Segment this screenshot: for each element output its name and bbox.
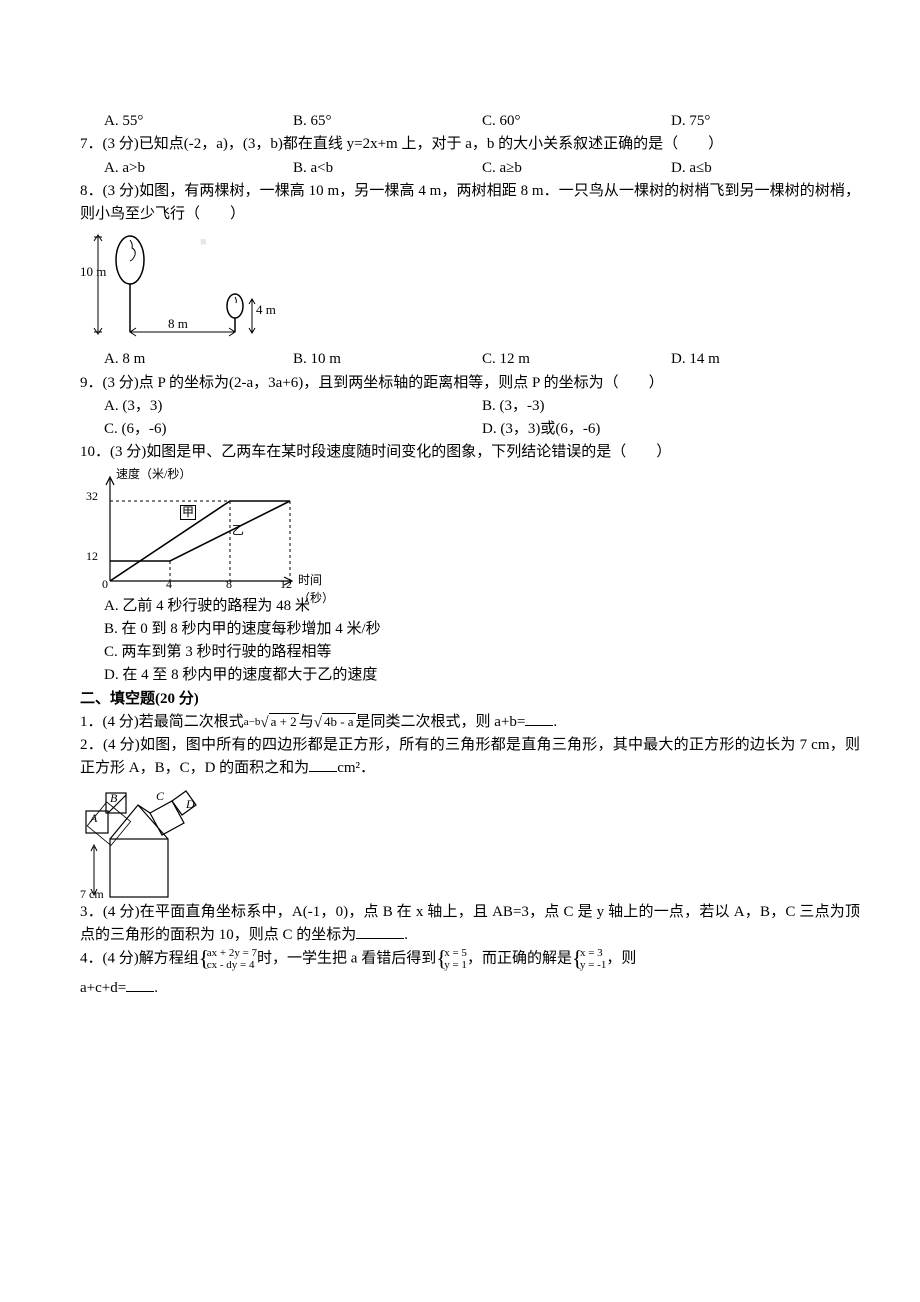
f1-tail: . xyxy=(553,714,557,730)
section2-title: 二、填空题(20 分) xyxy=(80,688,860,711)
f4-sys1a: ax + 2y = 7 xyxy=(207,947,257,959)
f1-idx: a−b xyxy=(244,716,261,728)
q7-opt-a: A. a>b xyxy=(104,157,293,180)
q9-options: A. (3，3) B. (3，-3) C. (6，-6) D. (3，3)或(6… xyxy=(80,395,860,442)
q10-x8: 8 xyxy=(226,575,232,594)
q8-options: A. 8 m B. 10 m C. 12 m D. 14 m xyxy=(80,348,860,371)
f4-sys1b: cx - dy = 4 xyxy=(207,959,257,971)
q7-opt-c: C. a≥b xyxy=(482,157,671,180)
q9-opt-a: A. (3，3) xyxy=(104,395,482,418)
f4-line2: a+c+d= xyxy=(80,980,126,996)
f1-pre: 1．(4 分)若最简二次根式 xyxy=(80,714,244,730)
f4-mid1: 时，一学生把 a 看错后得到 xyxy=(257,951,436,967)
f1-line: 1．(4 分)若最简二次根式a−b√a + 2与√4b - a是同类二次根式，则… xyxy=(80,711,860,734)
q7-opt-b: B. a<b xyxy=(293,157,482,180)
q8-opt-a: A. 8 m xyxy=(104,348,293,371)
f3-text: 3．(4 分)在平面直角坐标系中，A(-1，0)，点 B 在 x 轴上，且 AB… xyxy=(80,904,860,943)
f4-sys3b: y = -1 xyxy=(580,959,606,971)
q8-fig-h2: 4 m xyxy=(256,300,276,320)
q10-ylabel: 速度（米/秒） xyxy=(116,465,191,484)
q6-options: A. 55° B. 65° C. 60° D. 75° xyxy=(80,110,860,133)
f3-line: 3．(4 分)在平面直角坐标系中，A(-1，0)，点 B 在 x 轴上，且 AB… xyxy=(80,901,860,948)
f4-sys1: ax + 2y = 7cx - dy = 4 xyxy=(199,947,257,971)
q10-y12: 12 xyxy=(86,547,98,566)
q10-opt-c: C. 两车到第 3 秒时行驶的路程相等 xyxy=(80,641,860,664)
q10-origin: 0 xyxy=(102,575,108,594)
q10-opt-b: B. 在 0 到 8 秒内甲的速度每秒增加 4 米/秒 xyxy=(80,618,860,641)
f4-sys2a: x = 5 xyxy=(444,947,467,959)
f2-A: A xyxy=(90,809,97,828)
f4-pre: 4．(4 分)解方程组 xyxy=(80,951,199,967)
f2-C: C xyxy=(156,787,164,806)
f2-blank xyxy=(309,757,337,772)
q8-opt-c: C. 12 m xyxy=(482,348,671,371)
q7-text: 7．(3 分)已知点(-2，a)，(3，b)都在直线 y=2x+m 上，对于 a… xyxy=(80,133,860,156)
q6-opt-d: D. 75° xyxy=(671,110,860,133)
f1-rad2: 4b - a xyxy=(322,713,356,729)
f4-sys2: x = 5y = 1 xyxy=(436,947,467,971)
q6-opt-a: A. 55° xyxy=(104,110,293,133)
f2-len: 7 cm xyxy=(80,885,104,904)
f2-figure: A B C D 7 cm xyxy=(80,781,240,901)
q10-text: 10．(3 分)如图是甲、乙两车在某时段速度随时间变化的图象，下列结论错误的是（… xyxy=(80,441,860,464)
f4-post: ，则 xyxy=(606,951,636,967)
q10-x12: 12 xyxy=(280,575,292,594)
f2-tail: cm²． xyxy=(337,760,375,776)
q10-x4: 4 xyxy=(166,575,172,594)
q7-opt-d: D. a≤b xyxy=(671,157,860,180)
q6-opt-b: B. 65° xyxy=(293,110,482,133)
f4-sys3a: x = 3 xyxy=(580,947,606,959)
f4-line2-wrap: a+c+d=. xyxy=(80,977,860,1000)
q10-yi-label: 乙 xyxy=(232,521,244,540)
f4-sys2b: y = 1 xyxy=(444,959,467,971)
f2-D: D xyxy=(186,795,195,814)
q8-figure: ■ 10 m 8 m 4 m xyxy=(80,226,860,348)
f4-mid2: ，而正确的解是 xyxy=(467,951,572,967)
q9-opt-c: C. (6，-6) xyxy=(104,418,482,441)
q8-fig-h1: 10 m xyxy=(80,262,106,282)
q9-text: 9．(3 分)点 P 的坐标为(2-a，3a+6)，且到两坐标轴的距离相等，则点… xyxy=(80,372,860,395)
f1-rad1: a + 2 xyxy=(269,713,299,729)
q10-jia-label: 甲 xyxy=(180,505,196,520)
q8-text: 8．(3 分)如图，有两棵树，一棵高 10 m，另一棵高 4 m，两树相距 8 … xyxy=(80,180,860,227)
q7-options: A. a>b B. a<b C. a≥b D. a≤b xyxy=(80,157,860,180)
f3-blank xyxy=(356,924,404,939)
f1-blank xyxy=(525,711,553,726)
q10-figure: 速度（米/秒） 32 12 0 4 8 12 时间（秒） 甲 乙 xyxy=(80,465,340,595)
q8-opt-d: D. 14 m xyxy=(671,348,860,371)
f4-line: 4．(4 分)解方程组ax + 2y = 7cx - dy = 4时，一学生把 … xyxy=(80,947,860,971)
q6-opt-c: C. 60° xyxy=(482,110,671,133)
f2-B: B xyxy=(110,789,117,808)
q10-y32: 32 xyxy=(86,487,98,506)
q9-opt-b: B. (3，-3) xyxy=(482,395,860,418)
f4-sys3: x = 3y = -1 xyxy=(572,947,606,971)
q10-xlabel: 时间（秒） xyxy=(298,571,340,608)
f1-sqrt2: √4b - a xyxy=(314,711,356,734)
f1-sqrt1: √a + 2 xyxy=(260,711,298,734)
q8-fig-dist: 8 m xyxy=(168,314,188,334)
q9-opt-d: D. (3，3)或(6，-6) xyxy=(482,418,860,441)
f3-tail: . xyxy=(404,927,408,943)
q10-opt-d: D. 在 4 至 8 秒内甲的速度都大于乙的速度 xyxy=(80,664,860,687)
f4-blank xyxy=(126,977,154,992)
f2-line: 2．(4 分)如图，图中所有的四边形都是正方形，所有的三角形都是直角三角形，其中… xyxy=(80,734,860,781)
f4-tail: . xyxy=(154,980,158,996)
q8-opt-b: B. 10 m xyxy=(293,348,482,371)
f2-text: 2．(4 分)如图，图中所有的四边形都是正方形，所有的三角形都是直角三角形，其中… xyxy=(80,737,860,776)
f1-mid: 与 xyxy=(299,714,314,730)
f1-post: 是同类二次根式，则 a+b= xyxy=(356,714,526,730)
